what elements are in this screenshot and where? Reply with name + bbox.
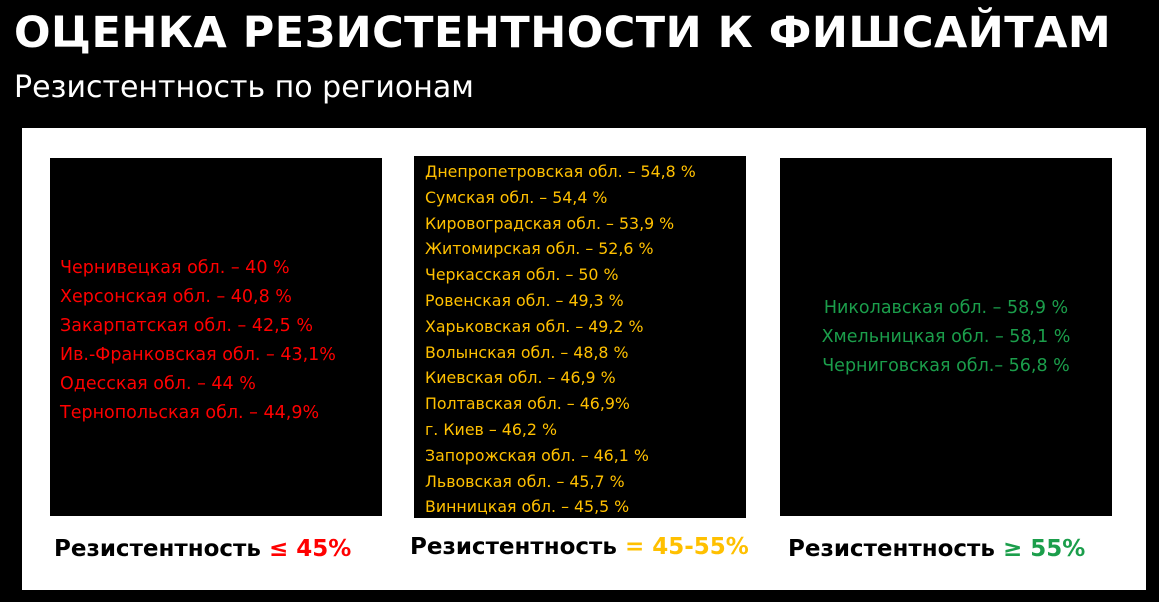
region-item: Ив.-Франковская обл. – 43,1%	[60, 345, 336, 365]
page-title: ОЦЕНКА РЕЗИСТЕНТНОСТИ К ФИШСАЙТАМ	[14, 8, 1112, 58]
region-item: Чернивецкая обл. – 40 %	[60, 258, 290, 278]
high-resistance-list: Николавская обл. – 58,9 % Хмельницкая обл…	[780, 294, 1112, 381]
region-item: Кировоградская обл. – 53,9 %	[425, 213, 675, 233]
region-item: Тернопольская обл. – 44,9%	[60, 403, 320, 423]
region-item: Киевская обл. – 46,9 %	[425, 368, 616, 388]
region-item: Днепропетровская обл. – 54,8 %	[425, 162, 696, 181]
region-item: Николавская обл. – 58,9 %	[823, 298, 1069, 318]
region-item: г. Киев – 46,2 %	[425, 419, 557, 439]
region-item: Сумская обл. – 54,4 %	[425, 187, 608, 207]
low-resistance-legend: Резистентность ≤ 45%	[54, 536, 351, 562]
mid-resistance-list: Днепропетровская обл. – 54,8 % Сумская об…	[425, 159, 696, 518]
region-item: Черкасская обл. – 50 %	[425, 265, 619, 285]
region-item: Житомирская обл. – 52,6 %	[425, 239, 654, 259]
region-item: Волынская обл. – 48,8 %	[425, 342, 629, 362]
high-resistance-legend: Резистентность ≥ 55%	[788, 536, 1085, 562]
region-item: Харьковская обл. – 49,2 %	[425, 316, 644, 336]
legend-threshold: ≥ 55%	[1002, 536, 1086, 562]
region-item: Винницкая обл. – 45,5 %	[425, 497, 630, 517]
legend-threshold: = 45-55%	[624, 534, 749, 560]
page-subtitle: Резистентность по регионам	[14, 70, 474, 105]
low-resistance-list: Чернивецкая обл. – 40 % Херсонская обл. –…	[60, 254, 336, 428]
region-item: Закарпатская обл. – 42,5 %	[60, 316, 313, 336]
high-resistance-box: Николавская обл. – 58,9 % Хмельницкая обл…	[780, 158, 1112, 516]
mid-resistance-legend: Резистентность = 45-55%	[410, 534, 749, 560]
region-item: Ровенская обл. – 49,3 %	[425, 290, 624, 310]
low-resistance-box: Чернивецкая обл. – 40 % Херсонская обл. –…	[50, 158, 382, 516]
legend-label: Резистентность	[788, 536, 995, 562]
legend-threshold: ≤ 45%	[268, 536, 352, 562]
legend-label: Резистентность	[410, 534, 617, 560]
region-item: Херсонская обл. – 40,8 %	[60, 287, 292, 307]
legend-label: Резистентность	[54, 536, 261, 562]
region-item: Черниговская обл.– 56,8 %	[822, 356, 1070, 376]
region-item: Запорожская обл. – 46,1 %	[425, 445, 649, 465]
region-item: Львовская обл. – 45,7 %	[425, 471, 625, 491]
region-item: Хмельницкая обл. – 58,1 %	[821, 327, 1071, 347]
region-item: Одесская обл. – 44 %	[60, 374, 256, 394]
region-item: Полтавская обл. – 46,9%	[425, 394, 630, 414]
mid-resistance-box: Днепропетровская обл. – 54,8 % Сумская об…	[414, 156, 746, 518]
content-panel: Чернивецкая обл. – 40 % Херсонская обл. –…	[22, 128, 1146, 590]
